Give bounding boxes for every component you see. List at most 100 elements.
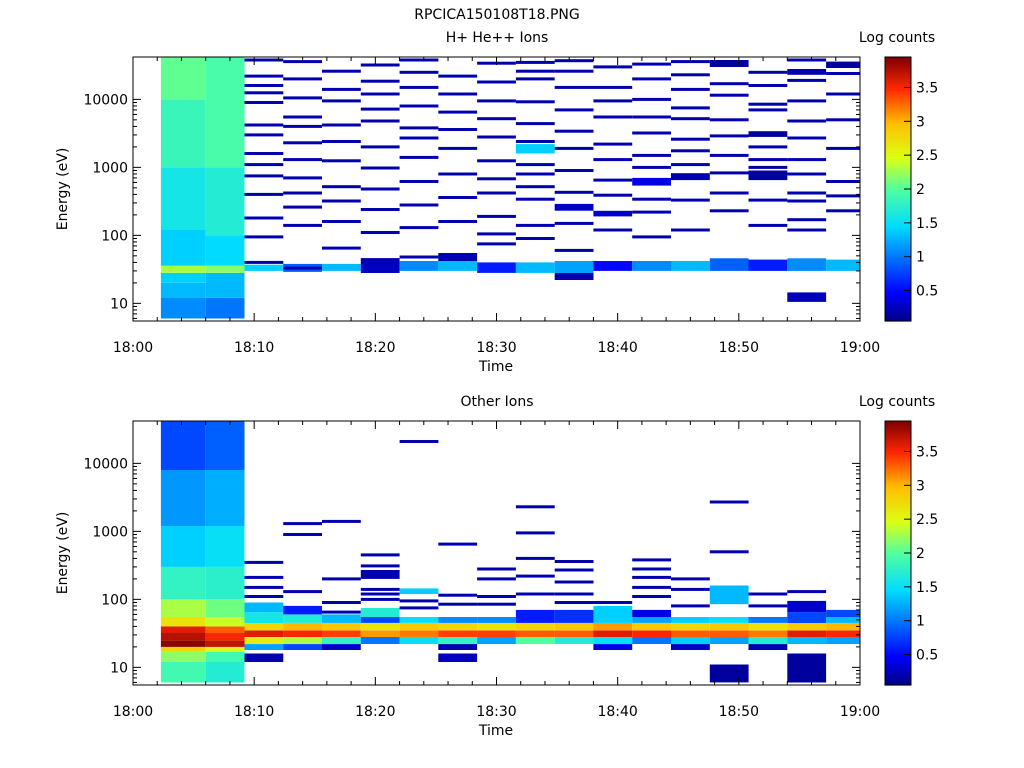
heatmap-cell: [515, 140, 555, 143]
heatmap-cell: [671, 630, 710, 637]
heatmap-cell: [709, 209, 749, 213]
heatmap-cell: [160, 99, 206, 168]
heatmap-cell: [477, 595, 516, 598]
colorbar-segment: [885, 164, 911, 168]
heatmap-cell: [515, 172, 555, 176]
colorbar-segment: [885, 175, 911, 179]
heatmap-cell: [160, 526, 206, 567]
heatmap-cell: [554, 221, 594, 225]
heatmap-cell: [554, 190, 594, 194]
x-tick-label: 18:50: [719, 340, 759, 356]
heatmap-cell: [826, 92, 860, 96]
colorbar-segment: [885, 217, 911, 221]
heatmap-cell: [671, 228, 710, 232]
colorbar-segment: [885, 72, 911, 76]
heatmap-cell: [632, 235, 671, 239]
colorbar-segment: [885, 495, 911, 499]
heatmap-cell: [477, 191, 516, 195]
heatmap-cell: [244, 560, 284, 564]
panel-other-ions: Other Ions Log counts Energy (eV) Time 1…: [55, 394, 938, 739]
colorbar-segment: [885, 301, 911, 304]
heatmap-cell: [671, 587, 710, 591]
heatmap-cell: [322, 622, 361, 631]
heatmap-cell: [160, 626, 206, 633]
heatmap-cell: [593, 193, 633, 197]
x-tick-label: 18:30: [476, 704, 516, 720]
heatmap-cell: [632, 77, 671, 81]
heatmap-cell: [205, 626, 245, 633]
heatmap-cell: [399, 136, 439, 140]
heatmap-cell: [671, 149, 710, 153]
heatmap-cell: [787, 622, 827, 631]
colorbar-segment: [885, 627, 911, 631]
heatmap-cell: [322, 519, 361, 523]
colorbar-segment: [885, 307, 911, 311]
heatmap-cell: [515, 163, 555, 167]
colorbar-segment: [885, 94, 911, 98]
colorbar-segment: [885, 149, 911, 153]
colorbar-segment: [885, 572, 911, 576]
heatmap-cell: [593, 65, 633, 69]
heatmap-cell: [244, 644, 284, 650]
heatmap-cell: [322, 99, 361, 103]
heatmap-cell: [399, 261, 439, 271]
heatmap-cell: [477, 602, 516, 606]
heatmap-cell: [748, 622, 788, 631]
colorbar-segment: [885, 616, 911, 620]
colorbar-segment: [885, 98, 911, 102]
heatmap-cell: [515, 197, 555, 201]
heatmap-cell: [826, 118, 860, 122]
heatmap-cell: [360, 630, 400, 637]
heatmap-cell: [554, 568, 594, 572]
colorbar-segment: [885, 445, 911, 448]
x-tick-label: 19:00: [840, 340, 880, 356]
heatmap-cell: [748, 636, 788, 644]
colorbar-segment: [885, 440, 911, 444]
colorbar-segment: [885, 261, 911, 265]
heatmap-cell: [360, 145, 400, 149]
heatmap-cell: [632, 585, 671, 589]
heatmap-cell: [360, 587, 400, 591]
colorbar-segment: [885, 268, 911, 271]
heatmap-cell: [360, 231, 400, 234]
heatmap-cell: [438, 593, 478, 597]
colorbar-segment: [885, 550, 911, 554]
colorbar-segment: [885, 478, 911, 481]
colorbar-segment: [885, 305, 911, 309]
heatmap-cell: [360, 261, 400, 273]
heatmap-cell: [283, 191, 322, 195]
heatmap-cell: [438, 92, 478, 96]
y-tick-label: 10: [110, 660, 128, 676]
heatmap-cell: [244, 260, 284, 264]
colorbar-tick-label: 3: [916, 478, 925, 494]
colorbar-segment: [885, 83, 911, 87]
colorbar-segment: [885, 544, 911, 547]
colorbar-segment: [885, 178, 911, 181]
figure-title: RPCICA150108T18.PNG: [414, 7, 579, 23]
heatmap-cell: [477, 117, 516, 121]
heatmap-cell: [360, 607, 400, 618]
colorbar-segment: [885, 570, 911, 574]
colorbar-segment: [885, 423, 911, 426]
heatmap-cell: [160, 599, 206, 618]
colorbar-segment: [885, 318, 911, 322]
heatmap-cell: [438, 196, 478, 199]
heatmap-cell: [205, 272, 245, 298]
colorbar-segment: [885, 235, 911, 238]
colorbar-segment: [885, 224, 911, 227]
heatmap-cells: [160, 57, 860, 319]
colorbar-segment: [885, 443, 911, 446]
colorbar-segment: [885, 169, 911, 172]
heatmap-cell: [205, 421, 245, 470]
heatmap-cell: [709, 134, 749, 138]
colorbar-segment: [885, 193, 911, 197]
heatmap-cell: [477, 242, 516, 246]
heatmap-cell: [477, 622, 516, 631]
heatmap-cell: [160, 470, 206, 526]
heatmap-cell: [554, 59, 594, 63]
heatmap-cell: [360, 187, 400, 191]
colorbar-segment: [885, 682, 911, 686]
heatmap-cell: [160, 421, 206, 470]
colorbar-segment: [885, 504, 911, 508]
colorbar-segment: [885, 79, 911, 82]
